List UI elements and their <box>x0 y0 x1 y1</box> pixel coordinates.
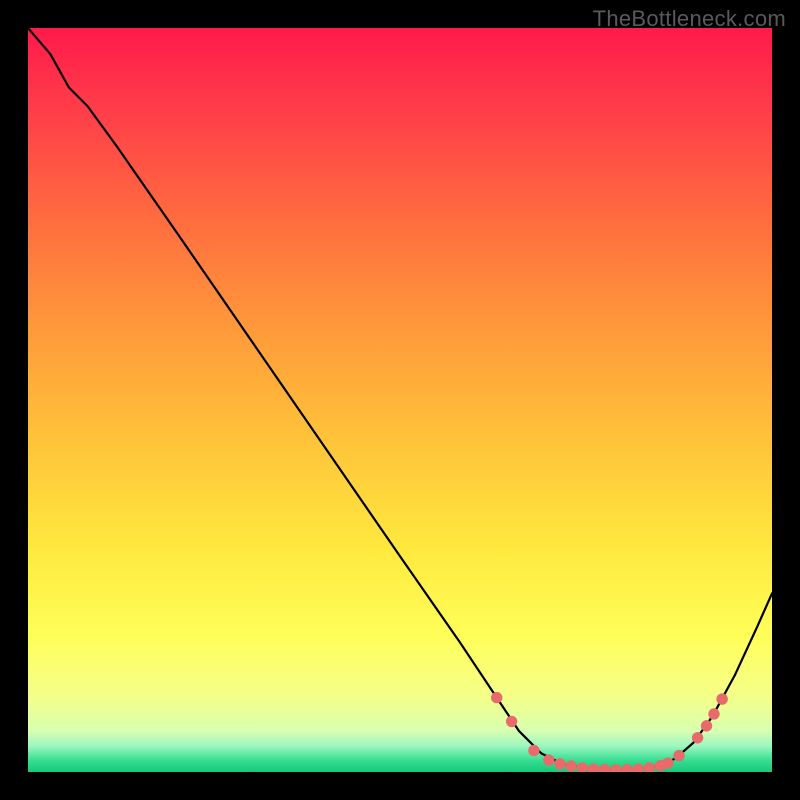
gradient-background <box>28 28 772 772</box>
curve-marker <box>566 761 576 771</box>
curve-marker <box>709 709 719 719</box>
curve-marker <box>599 764 609 772</box>
plot-area <box>28 28 772 772</box>
curve-marker <box>555 759 565 769</box>
curve-marker <box>611 765 621 772</box>
curve-marker <box>544 755 554 765</box>
chart-stage: TheBottleneck.com <box>0 0 800 800</box>
curve-marker <box>674 750 684 760</box>
curve-marker <box>622 764 632 772</box>
curve-marker <box>644 763 654 772</box>
curve-marker <box>588 764 598 772</box>
curve-marker <box>492 692 502 702</box>
curve-marker <box>506 716 516 726</box>
plot-svg <box>28 28 772 772</box>
curve-marker <box>717 694 727 704</box>
curve-marker <box>577 763 587 772</box>
curve-marker <box>663 758 673 768</box>
curve-marker <box>529 745 539 755</box>
curve-marker <box>692 733 702 743</box>
curve-marker <box>633 764 643 772</box>
watermark-text: TheBottleneck.com <box>593 6 786 32</box>
curve-marker <box>701 721 711 731</box>
